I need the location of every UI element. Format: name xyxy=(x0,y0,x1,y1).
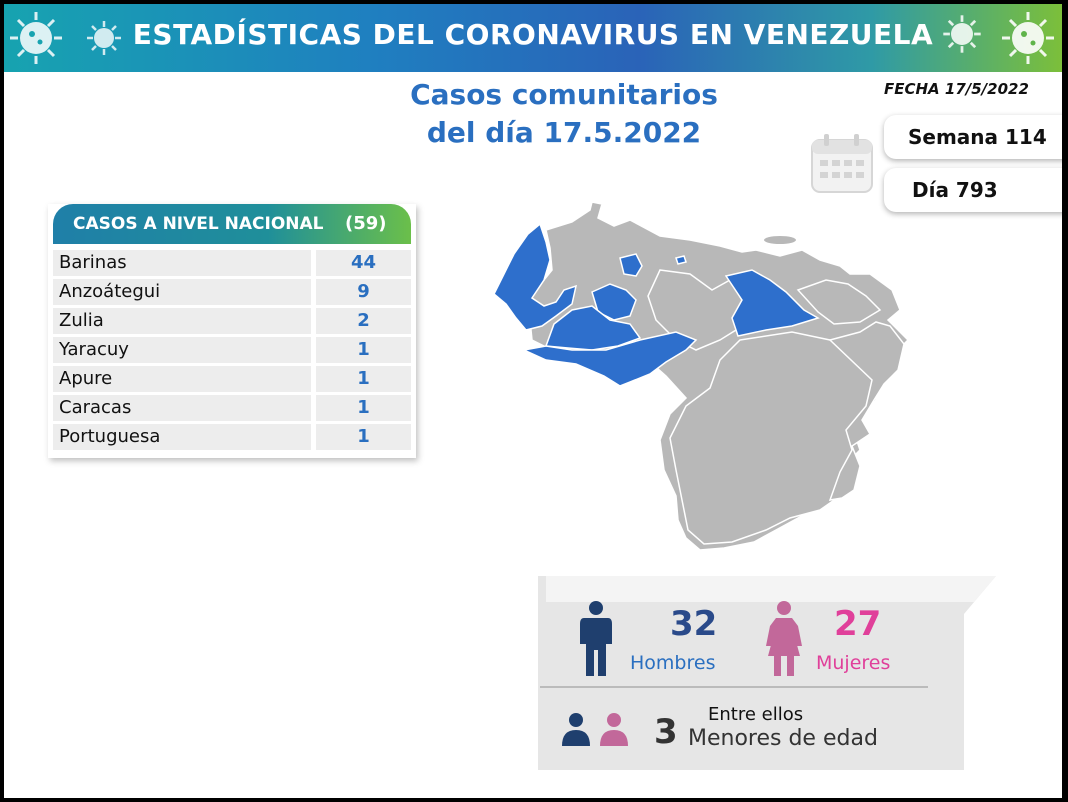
page-subtitle: Casos comunitarios del día 17.5.2022 xyxy=(384,76,744,152)
state-name: Apure xyxy=(53,366,311,392)
map-highlighted-regions xyxy=(493,222,820,387)
state-barinas xyxy=(544,305,642,351)
map-islands xyxy=(686,236,796,260)
calendar-icon xyxy=(811,134,873,193)
title-banner: ESTADÍSTICAS DEL CORONAVIRUS EN VENEZUEL… xyxy=(4,4,1062,72)
table-row: Caracas 1 xyxy=(53,395,411,421)
state-cases: 1 xyxy=(316,424,411,450)
virus-icon xyxy=(1002,12,1054,64)
state-cases: 9 xyxy=(316,279,411,305)
state-cases: 2 xyxy=(316,308,411,334)
table-row: Apure 1 xyxy=(53,366,411,392)
week-badge: Semana 114 xyxy=(884,115,1062,159)
table-row: Yaracuy 1 xyxy=(53,337,411,363)
woman-icon xyxy=(766,601,802,676)
virus-icon xyxy=(10,12,62,64)
state-name: Yaracuy xyxy=(53,337,311,363)
minors-label: Menores de edad xyxy=(688,726,878,751)
minors-intro: Entre ellos xyxy=(708,704,804,725)
state-region-north xyxy=(647,269,743,351)
state-caracas xyxy=(675,255,687,265)
day-badge: Día 793 xyxy=(884,168,1062,212)
table-row: Barinas 44 xyxy=(53,250,411,276)
divider xyxy=(540,686,928,688)
state-yaracuy xyxy=(619,253,643,277)
table-row: Zulia 2 xyxy=(53,308,411,334)
virus-icon xyxy=(87,21,121,55)
table-header: CASOS A NIVEL NACIONAL (59) xyxy=(53,204,411,244)
state-name: Anzoátegui xyxy=(53,279,311,305)
state-cases: 1 xyxy=(316,337,411,363)
minors-icon xyxy=(562,713,628,746)
state-cases: 1 xyxy=(316,366,411,392)
state-zulia xyxy=(493,222,578,331)
date-label: FECHA 17/5/2022 xyxy=(884,80,1029,98)
women-count: 27 xyxy=(834,604,882,644)
map-base-regions xyxy=(519,201,910,551)
state-name: Zulia xyxy=(53,308,311,334)
state-region-delta xyxy=(828,321,905,501)
state-region-east xyxy=(796,279,882,325)
table-header-label: CASOS A NIVEL NACIONAL xyxy=(73,214,324,234)
panel-background xyxy=(538,576,996,770)
state-name: Portuguesa xyxy=(53,424,311,450)
women-label: Mujeres xyxy=(816,652,891,674)
state-anzoategui xyxy=(724,269,820,337)
demographics-panel: 32 Hombres 27 Mujeres 3 Entre ellos Meno… xyxy=(524,552,1020,772)
minors-count: 3 xyxy=(654,712,678,752)
man-icon xyxy=(580,601,612,676)
venezuela-map xyxy=(493,201,910,551)
state-apure xyxy=(521,331,698,387)
table-row: Anzoátegui 9 xyxy=(53,279,411,305)
state-cases: 1 xyxy=(316,395,411,421)
subtitle-line-2: del día 17.5.2022 xyxy=(426,116,702,149)
subtitle-line-1: Casos comunitarios xyxy=(410,78,718,111)
virus-icon xyxy=(943,15,981,53)
state-name: Caracas xyxy=(53,395,311,421)
table-header-count: (59) xyxy=(345,213,387,234)
men-count: 32 xyxy=(670,604,718,644)
table-row: Portuguesa 1 xyxy=(53,424,411,450)
national-cases-table: CASOS A NIVEL NACIONAL (59) Barinas 44 A… xyxy=(48,204,416,458)
infographic: ESTADÍSTICAS DEL CORONAVIRUS EN VENEZUEL… xyxy=(4,4,1062,798)
state-cases: 44 xyxy=(316,250,411,276)
state-name: Barinas xyxy=(53,250,311,276)
men-label: Hombres xyxy=(630,652,716,674)
banner-title: ESTADÍSTICAS DEL CORONAVIRUS EN VENEZUEL… xyxy=(132,18,934,51)
